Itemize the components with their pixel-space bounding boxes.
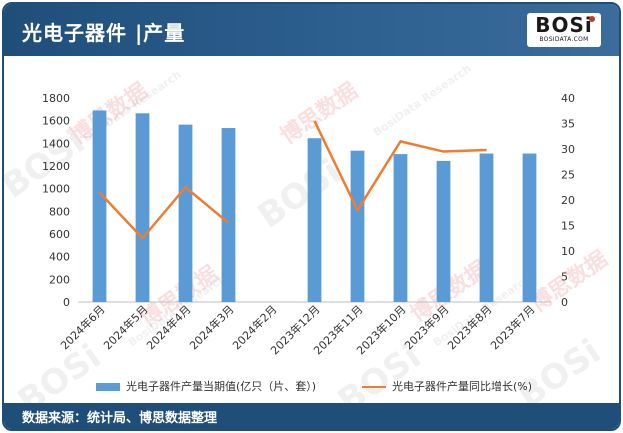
page-title: 光电子器件 |产量 xyxy=(22,17,185,46)
x-tick-label: 2024年5月 xyxy=(100,302,150,352)
x-tick-label: 2023年9月 xyxy=(401,302,451,352)
logo-sub-text: BOSIDATA.COM xyxy=(539,36,589,43)
legend-label-growth: 光电子器件产量同比增长(%) xyxy=(392,380,533,393)
title-text: 光电子器件 xyxy=(22,21,135,45)
bar xyxy=(479,153,494,302)
y-right-tick-label: 0 xyxy=(561,296,568,309)
legend-item-production: 光电子器件产量当期值(亿只（片、套）) xyxy=(96,378,316,394)
y-right-tick-label: 10 xyxy=(561,245,575,258)
logo-main-text: BOSi xyxy=(535,13,593,37)
title-separator: | xyxy=(134,21,144,45)
y-right-tick-label: 20 xyxy=(561,194,575,207)
growth-line xyxy=(313,120,487,212)
y-left-tick-label: 1800 xyxy=(42,92,70,105)
legend-item-growth: 光电子器件产量同比增长(%) xyxy=(362,378,532,394)
y-left-tick-label: 0 xyxy=(63,296,70,309)
logo-dot xyxy=(589,16,595,22)
bar xyxy=(307,138,322,302)
y-left-tick-label: 1600 xyxy=(42,115,70,128)
y-left-tick-label: 1400 xyxy=(42,137,70,150)
bar xyxy=(92,110,107,302)
bar xyxy=(221,128,236,302)
x-tick-label: 2024年3月 xyxy=(186,302,236,352)
data-source-text: 数据来源：统计局、博思数据整理 xyxy=(22,411,218,426)
legend-swatch-bar xyxy=(96,383,120,391)
bar xyxy=(135,113,150,302)
y-left-tick-label: 1000 xyxy=(42,183,70,196)
legend-label-production: 光电子器件产量当期值(亿只（片、套）) xyxy=(126,380,317,393)
y-right-tick-label: 25 xyxy=(561,169,575,182)
header-banner: 光电子器件 |产量 BOSi BOSIDATA.COM xyxy=(4,4,619,56)
x-tick-label: 2024年6月 xyxy=(57,302,107,352)
bar xyxy=(522,153,537,302)
y-right-tick-label: 40 xyxy=(561,92,575,105)
bar xyxy=(178,124,193,302)
x-tick-label: 2023年8月 xyxy=(444,302,494,352)
y-left-tick-label: 400 xyxy=(49,251,70,264)
bar xyxy=(393,154,408,302)
y-right-tick-label: 30 xyxy=(561,143,575,156)
title-subtitle: 产量 xyxy=(143,21,186,45)
bar xyxy=(436,160,451,302)
bosi-logo: BOSi BOSIDATA.COM xyxy=(527,13,601,47)
y-left-tick-label: 800 xyxy=(49,205,70,218)
y-right-tick-label: 5 xyxy=(561,271,568,284)
x-tick-label: 2024年4月 xyxy=(143,302,193,352)
growth-line xyxy=(98,186,230,240)
legend-swatch-line xyxy=(362,386,386,388)
x-tick-label: 2023年7月 xyxy=(487,302,537,352)
y-right-tick-label: 35 xyxy=(561,118,575,131)
y-right-tick-label: 15 xyxy=(561,220,575,233)
y-left-tick-label: 600 xyxy=(49,228,70,241)
y-left-tick-label: 1200 xyxy=(42,160,70,173)
footer-banner: 数据来源：统计局、博思数据整理 xyxy=(4,403,619,429)
bar xyxy=(350,150,365,302)
chart-plot: 0 200 400 600 800 1000 1200 1400 1600 1800 0 5 10 15 2… xyxy=(42,92,575,357)
y-left-tick-label: 200 xyxy=(49,273,70,286)
